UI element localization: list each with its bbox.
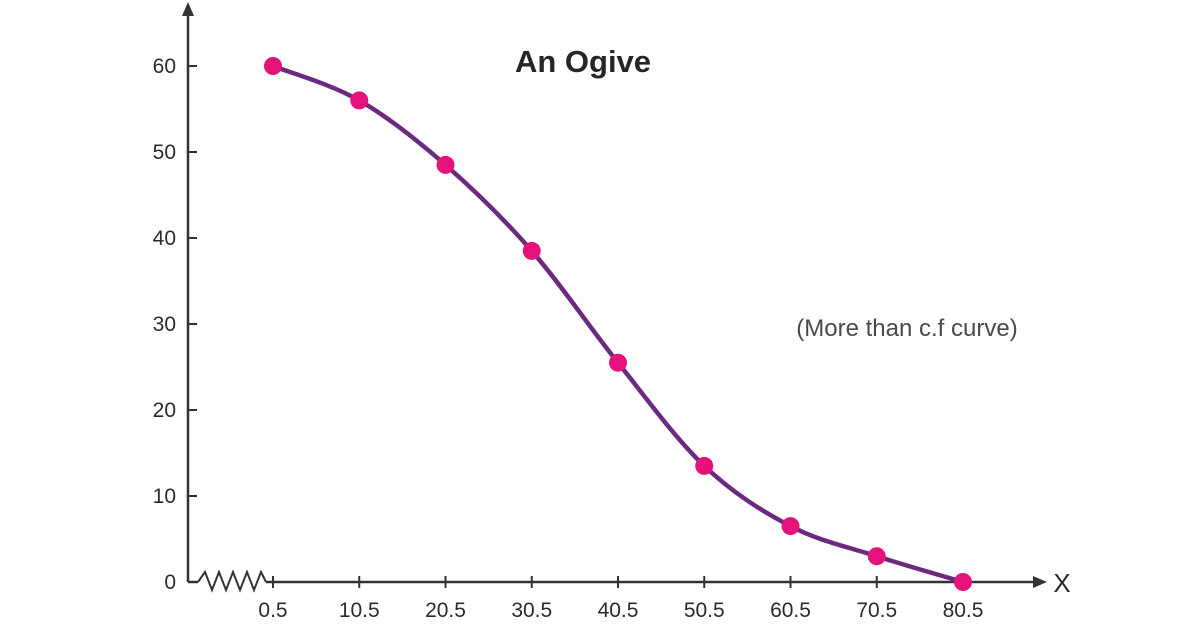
x-tick-label: 70.5 [856,599,897,622]
data-point [867,547,886,566]
y-tick-label: 60 [153,55,176,78]
data-point [264,57,282,75]
x-tick-label: 60.5 [770,599,811,622]
x-axis-label: X [1053,568,1070,598]
x-tick-label: 10.5 [339,599,380,622]
data-point [522,241,541,260]
y-tick-label: 50 [153,141,176,164]
chart-annotation: (More than c.f curve) [796,315,1017,342]
x-tick-label: 30.5 [511,599,552,622]
chart-title: An Ogive [515,44,651,79]
data-point [436,155,455,174]
series [264,57,972,591]
x-tick-label: 40.5 [598,599,639,622]
data-point [781,517,800,536]
data-point [350,91,369,110]
y-axis-arrow [182,2,194,16]
data-point [954,573,972,591]
x-axis-arrow [1033,576,1047,588]
x-tick-label: 50.5 [684,599,725,622]
y-tick-label: 30 [153,313,176,336]
y-tick-label: 20 [153,399,176,422]
y-tick-label: 0 [164,571,176,594]
data-point [695,456,714,475]
data-point [609,353,627,372]
axes [182,2,1047,593]
x-tick-label: 20.5 [425,599,466,622]
y-tick-label: 10 [153,485,176,508]
x-axis-break-zigzag [197,569,267,593]
y-tick-label: 40 [153,227,176,250]
ticks: 0 10 20 30 40 50 60 0.5 10.5 20.5 30.5 40.5 50.5 60.5… [153,55,984,622]
x-tick-label: 0.5 [258,599,287,622]
x-tick-label: 80.5 [943,599,984,622]
